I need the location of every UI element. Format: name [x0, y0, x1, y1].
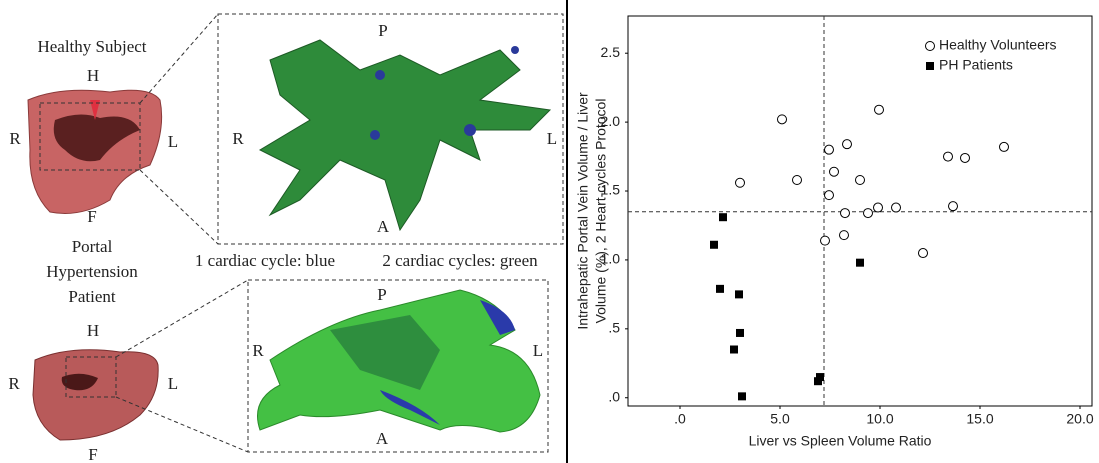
point — [777, 114, 787, 125]
y-tick-label: .0 — [608, 388, 620, 404]
point — [824, 144, 834, 155]
point — [716, 284, 724, 293]
orient-label: F — [87, 207, 96, 226]
point — [730, 345, 738, 354]
orient-label: P — [378, 21, 387, 40]
point — [820, 235, 830, 246]
y-tick-label: 1.5 — [601, 182, 621, 198]
panel-title: Patient — [68, 287, 115, 306]
orient-label: F — [88, 445, 97, 463]
point — [999, 141, 1009, 152]
point — [814, 377, 822, 386]
point — [873, 202, 883, 213]
x-tick-label: 15.0 — [966, 411, 993, 427]
y-tick-label: 1.0 — [601, 251, 621, 267]
point — [736, 328, 744, 337]
y-tick-label: 2.5 — [601, 44, 621, 60]
point — [863, 208, 873, 219]
healthy-liver — [27, 89, 163, 214]
point — [960, 152, 970, 163]
point — [918, 248, 928, 259]
healthy-vessels — [258, 39, 552, 232]
connector — [139, 13, 219, 104]
legend-label: Healthy Volunteers — [939, 37, 1057, 53]
x-tick-label: 10.0 — [866, 411, 893, 427]
x-tick-label: 5.0 — [770, 411, 790, 427]
orient-label: R — [9, 129, 21, 148]
point — [842, 139, 852, 150]
zoom-box — [247, 279, 549, 453]
connector — [115, 396, 249, 453]
blue-patches — [380, 300, 515, 425]
x-tick-label: .0 — [674, 411, 686, 427]
x-axis-title: Liver vs Spleen Volume Ratio — [749, 433, 932, 449]
plot-frame — [627, 15, 1093, 407]
point — [891, 202, 901, 213]
point — [816, 373, 824, 382]
point — [824, 190, 834, 201]
dark-green-region — [330, 315, 440, 390]
connector — [115, 279, 249, 358]
point — [735, 290, 743, 299]
point — [719, 213, 727, 222]
panel-title: Hypertension — [46, 262, 138, 281]
orient-label: L — [168, 132, 178, 151]
legend-marker — [926, 62, 934, 70]
point — [855, 174, 865, 185]
orient-label: H — [87, 66, 99, 85]
point — [710, 240, 718, 249]
point — [735, 177, 745, 188]
point — [738, 392, 746, 401]
orient-label: L — [547, 129, 557, 148]
y-tick-label: 2.0 — [601, 113, 621, 129]
point — [943, 151, 953, 162]
orient-label: R — [232, 129, 244, 148]
blue-patches — [370, 46, 519, 140]
point — [829, 166, 839, 177]
point — [792, 174, 802, 185]
patient-liver — [32, 349, 159, 441]
orient-label: A — [377, 217, 390, 236]
point — [856, 258, 864, 267]
y-axis-title: Intrahepatic Portal Vein Volume / Liver — [575, 92, 591, 330]
orient-label: H — [87, 321, 99, 340]
legend-label: PH Patients — [939, 57, 1013, 73]
point — [874, 104, 884, 115]
caption: 2 cardiac cycles: green — [382, 251, 538, 270]
point — [840, 208, 850, 219]
panel-title: Portal — [72, 237, 113, 256]
orient-label: A — [376, 429, 389, 448]
point — [948, 201, 958, 212]
legend-marker — [925, 41, 935, 51]
y-axis-title: Volume (%), 2 Heart-cycles Protocol — [593, 99, 609, 324]
point — [839, 230, 849, 241]
x-tick-label: 20.0 — [1066, 411, 1093, 427]
orient-label: R — [252, 341, 264, 360]
orient-label: P — [377, 285, 386, 304]
orient-label: R — [8, 374, 20, 393]
panel-title: Healthy Subject — [37, 37, 146, 56]
y-tick-label: .5 — [608, 320, 620, 336]
orient-label: L — [168, 374, 178, 393]
orient-label: L — [533, 341, 543, 360]
caption: 1 cardiac cycle: blue — [195, 251, 335, 270]
connector — [139, 169, 219, 245]
